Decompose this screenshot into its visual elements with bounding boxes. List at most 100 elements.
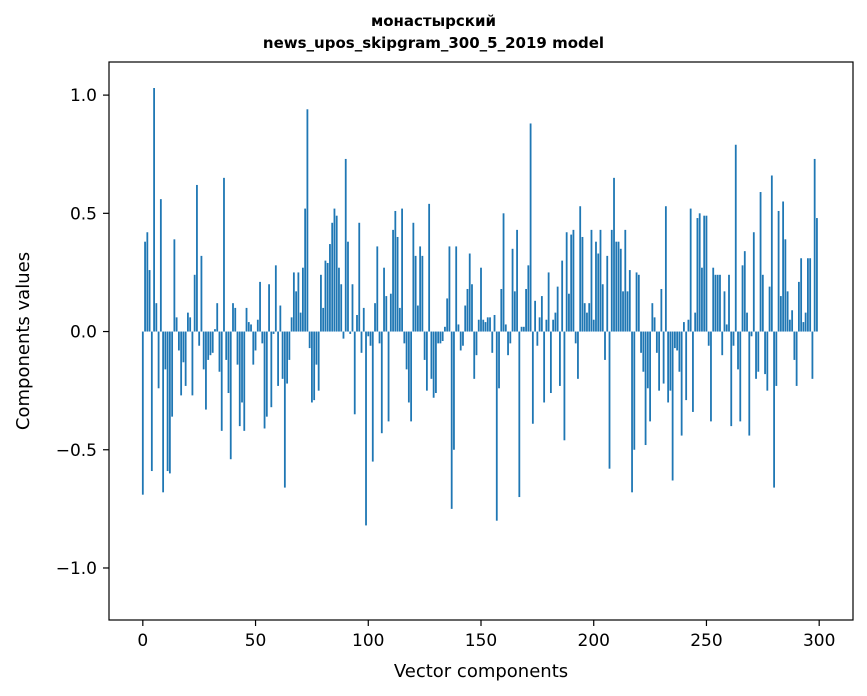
bar xyxy=(583,303,586,332)
bar xyxy=(338,267,340,332)
bar xyxy=(437,331,440,344)
bar xyxy=(525,288,527,332)
bar xyxy=(180,331,183,396)
bar xyxy=(694,312,697,332)
bar xyxy=(608,331,611,469)
bar xyxy=(559,331,561,386)
bar xyxy=(225,331,228,360)
bar xyxy=(263,331,266,429)
bar xyxy=(660,288,663,332)
bar xyxy=(189,317,192,332)
bar xyxy=(419,246,422,332)
bar xyxy=(788,319,791,332)
bar xyxy=(480,267,482,332)
bar xyxy=(705,215,708,332)
bar xyxy=(484,322,487,332)
bar xyxy=(477,319,480,332)
bar xyxy=(509,331,512,344)
bar xyxy=(270,331,273,408)
bar xyxy=(365,331,367,526)
bar xyxy=(784,239,787,332)
bar xyxy=(250,324,252,332)
bar xyxy=(315,331,318,365)
bar xyxy=(640,331,642,353)
bar xyxy=(177,331,180,351)
bar xyxy=(714,274,717,332)
bar xyxy=(241,331,243,403)
bar xyxy=(531,331,534,424)
bar xyxy=(725,324,728,332)
bar xyxy=(615,241,618,332)
bar xyxy=(545,319,548,332)
bar xyxy=(628,270,631,332)
bar xyxy=(592,319,595,332)
bar xyxy=(613,177,615,332)
bar xyxy=(644,331,647,446)
y-tick-label: 1.0 xyxy=(70,86,97,106)
bar xyxy=(734,144,737,332)
bar xyxy=(171,331,174,417)
bar xyxy=(144,241,146,332)
x-tick-label: 0 xyxy=(137,631,148,651)
bar xyxy=(153,88,155,332)
x-tick-label: 250 xyxy=(690,631,722,651)
bar xyxy=(159,199,162,332)
bar xyxy=(232,303,234,332)
bar xyxy=(761,274,764,332)
bar xyxy=(146,232,149,332)
bar xyxy=(205,331,207,410)
bar xyxy=(728,274,730,332)
bar xyxy=(234,307,237,332)
bar xyxy=(326,262,329,332)
bar xyxy=(782,201,785,332)
bar xyxy=(150,331,153,472)
bar xyxy=(414,255,417,332)
bar xyxy=(590,229,593,332)
chart-title-line-2: news_upos_skipgram_300_5_2019 model xyxy=(262,34,605,52)
x-tick-label: 50 xyxy=(245,631,267,651)
bar xyxy=(811,331,814,379)
bar xyxy=(371,331,374,462)
bar xyxy=(518,331,521,498)
bar xyxy=(259,281,261,332)
bar xyxy=(746,312,748,332)
bar xyxy=(513,291,516,332)
bar xyxy=(540,296,543,332)
bar xyxy=(552,319,555,332)
bar xyxy=(403,331,406,344)
bar xyxy=(599,229,602,332)
bar xyxy=(579,206,582,332)
bar xyxy=(710,331,712,422)
bar xyxy=(245,307,248,332)
bar xyxy=(376,246,379,332)
bar xyxy=(750,331,753,337)
bar xyxy=(689,208,692,332)
bar xyxy=(770,175,773,332)
bar xyxy=(299,312,302,332)
bar xyxy=(716,274,719,332)
bar xyxy=(389,293,392,332)
bar xyxy=(238,331,241,427)
bar xyxy=(457,324,460,332)
bar xyxy=(398,307,401,332)
bar xyxy=(274,265,277,332)
bar xyxy=(425,331,428,391)
bar xyxy=(538,317,541,332)
bar xyxy=(777,210,780,332)
bar xyxy=(816,218,818,332)
bar xyxy=(617,241,620,332)
bar xyxy=(739,331,742,422)
bar xyxy=(155,303,158,332)
bar xyxy=(353,331,356,415)
bar xyxy=(216,303,219,332)
bar xyxy=(301,267,304,332)
bar xyxy=(356,314,358,332)
bar xyxy=(286,331,289,384)
bar xyxy=(588,303,591,332)
bar xyxy=(252,331,255,365)
bar xyxy=(320,274,322,332)
bar xyxy=(385,296,388,332)
bar xyxy=(482,319,485,332)
bar xyxy=(489,317,491,332)
